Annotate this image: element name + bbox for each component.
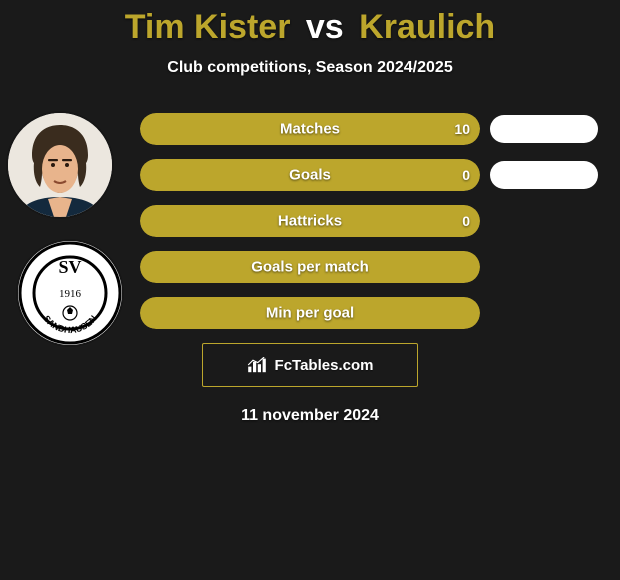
player1-name: Tim Kister	[125, 8, 291, 46]
stat-value: 10	[454, 121, 470, 137]
stat-bar: Min per goal	[140, 297, 480, 329]
player-avatar	[8, 113, 112, 217]
stat-bar: Matches 10	[140, 113, 480, 145]
stat-label: Hattricks	[278, 213, 342, 230]
stat-bars: Matches 10 Goals 0 Hattricks 0 Goals per match…	[140, 113, 480, 329]
stat-bar: Goals 0	[140, 159, 480, 191]
brand-box: FcTables.com	[202, 343, 418, 387]
chart-stage: SV SANDHAUSEN 1916 Matches10Goals0Hattri…	[0, 113, 620, 329]
stat-label: Goals	[289, 167, 331, 184]
opponent-pill-1	[490, 161, 598, 189]
page-title: Tim Kister vs Kraulich	[0, 0, 620, 47]
club-badge: SV SANDHAUSEN 1916	[18, 241, 122, 345]
stat-label: Min per goal	[266, 305, 354, 322]
person-icon	[8, 113, 112, 217]
stat-label: Matches	[280, 121, 340, 138]
svg-text:SV: SV	[58, 257, 81, 277]
svg-text:1916: 1916	[59, 288, 82, 300]
stat-bar: Goals per match	[140, 251, 480, 283]
brand-text: FcTables.com	[275, 357, 374, 374]
stat-bar: Hattricks 0	[140, 205, 480, 237]
date-stamp: 11 november 2024	[0, 407, 620, 425]
vs-text: vs	[306, 8, 344, 46]
stat-label: Goals per match	[251, 259, 369, 276]
club-crest-icon: SV SANDHAUSEN 1916	[18, 241, 122, 345]
player2-name: Kraulich	[359, 8, 495, 46]
stat-value: 0	[462, 167, 470, 183]
opponent-pill-0	[490, 115, 598, 143]
stat-value: 0	[462, 213, 470, 229]
subtitle: Club competitions, Season 2024/2025	[0, 59, 620, 77]
bar-chart-icon	[247, 357, 267, 373]
